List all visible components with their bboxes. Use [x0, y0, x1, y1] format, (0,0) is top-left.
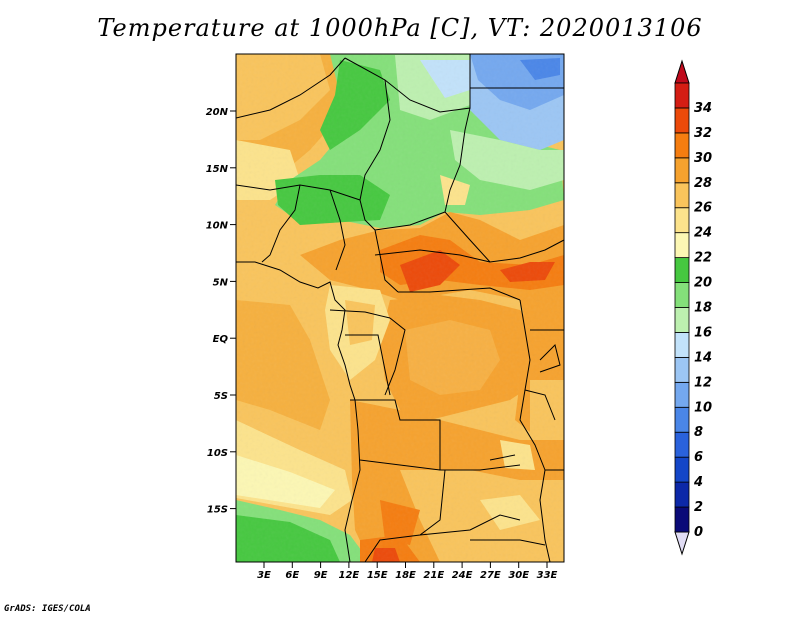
colorbar-swatch: [674, 182, 690, 209]
colorbar-label: 10: [694, 400, 712, 415]
colorbar-swatch: [674, 82, 690, 109]
colorbar-swatch: [674, 157, 690, 184]
colorbar-label: 6: [694, 450, 703, 465]
colorbar-over-triangle: [674, 59, 690, 84]
lon-label: 33E: [537, 570, 558, 581]
temperature-field: [236, 54, 564, 562]
colorbar-label: 16: [694, 325, 712, 340]
colorbar-label: 2: [694, 500, 703, 515]
colorbar-label: 32: [694, 126, 712, 141]
colorbar-label: 4: [693, 475, 703, 490]
colorbar-swatch: [674, 456, 690, 483]
colorbar-label: 8: [694, 425, 703, 440]
lat-label: 5S: [214, 391, 228, 402]
colorbar-label: 24: [694, 226, 712, 241]
country-borders: [236, 54, 564, 562]
lat-label: 5N: [213, 277, 229, 288]
colorbar-label: 30: [694, 151, 712, 166]
colorbar-label: 22: [694, 251, 712, 266]
colorbar-swatch: [674, 257, 690, 283]
lat-label: 20N: [206, 107, 229, 118]
colorbar-swatch: [674, 381, 690, 408]
colorbar-label: 26: [694, 201, 712, 216]
colorbar-swatch: [674, 207, 690, 234]
colorbar-swatch: [674, 232, 690, 259]
lon-label: 6E: [285, 570, 299, 581]
lon-label: 27E: [480, 570, 501, 581]
colorbar-label: 14: [694, 350, 712, 365]
latitude-axis: 20N 15N 10N 5N EQ 5S 10S 15S: [206, 107, 236, 516]
colorbar-label: 0: [694, 525, 703, 540]
colorbar-swatch: [674, 107, 690, 134]
colorbar-swatch: [674, 481, 690, 508]
lat-label: 10S: [207, 448, 228, 459]
lat-label: 15N: [206, 164, 229, 175]
colorbar-label: 34: [694, 101, 712, 116]
lon-label: 18E: [395, 570, 416, 581]
colorbar-swatch: [674, 332, 690, 358]
lon-label: 24E: [452, 570, 473, 581]
lat-label: 15S: [207, 505, 228, 516]
lon-label: 30E: [508, 570, 529, 581]
credit-text: GrADS: IGES/COLA: [4, 604, 91, 614]
colorbar-swatch: [674, 282, 690, 308]
colorbar-label: 20: [694, 276, 712, 291]
colorbar-swatch: [674, 356, 690, 383]
colorbar-swatch: [674, 406, 690, 433]
colorbar-swatch: [674, 132, 690, 159]
lon-label: 3E: [257, 570, 271, 581]
lon-label: 9E: [314, 570, 328, 581]
lat-label: EQ: [213, 334, 229, 345]
map-title: Temperature at 1000hPa [C], VT: 20200131…: [97, 14, 703, 42]
map-frame: [235, 53, 565, 563]
lon-label: 12E: [339, 570, 360, 581]
lat-label: 10N: [206, 221, 229, 232]
colorbar-under-triangle: [674, 531, 690, 556]
lon-label: 21E: [423, 570, 444, 581]
lon-label: 15E: [367, 570, 388, 581]
colorbar-swatch: [674, 506, 690, 533]
colorbar-label: 12: [694, 375, 712, 390]
colorbar-label: 18: [694, 301, 712, 316]
colorbar-swatch: [674, 307, 690, 333]
colorbar-label: 28: [694, 176, 712, 191]
colorbar-swatch: [674, 431, 690, 458]
longitude-axis: 3E 6E 9E 12E 15E 18E 21E 24E 27E 30E 33E: [257, 562, 558, 581]
